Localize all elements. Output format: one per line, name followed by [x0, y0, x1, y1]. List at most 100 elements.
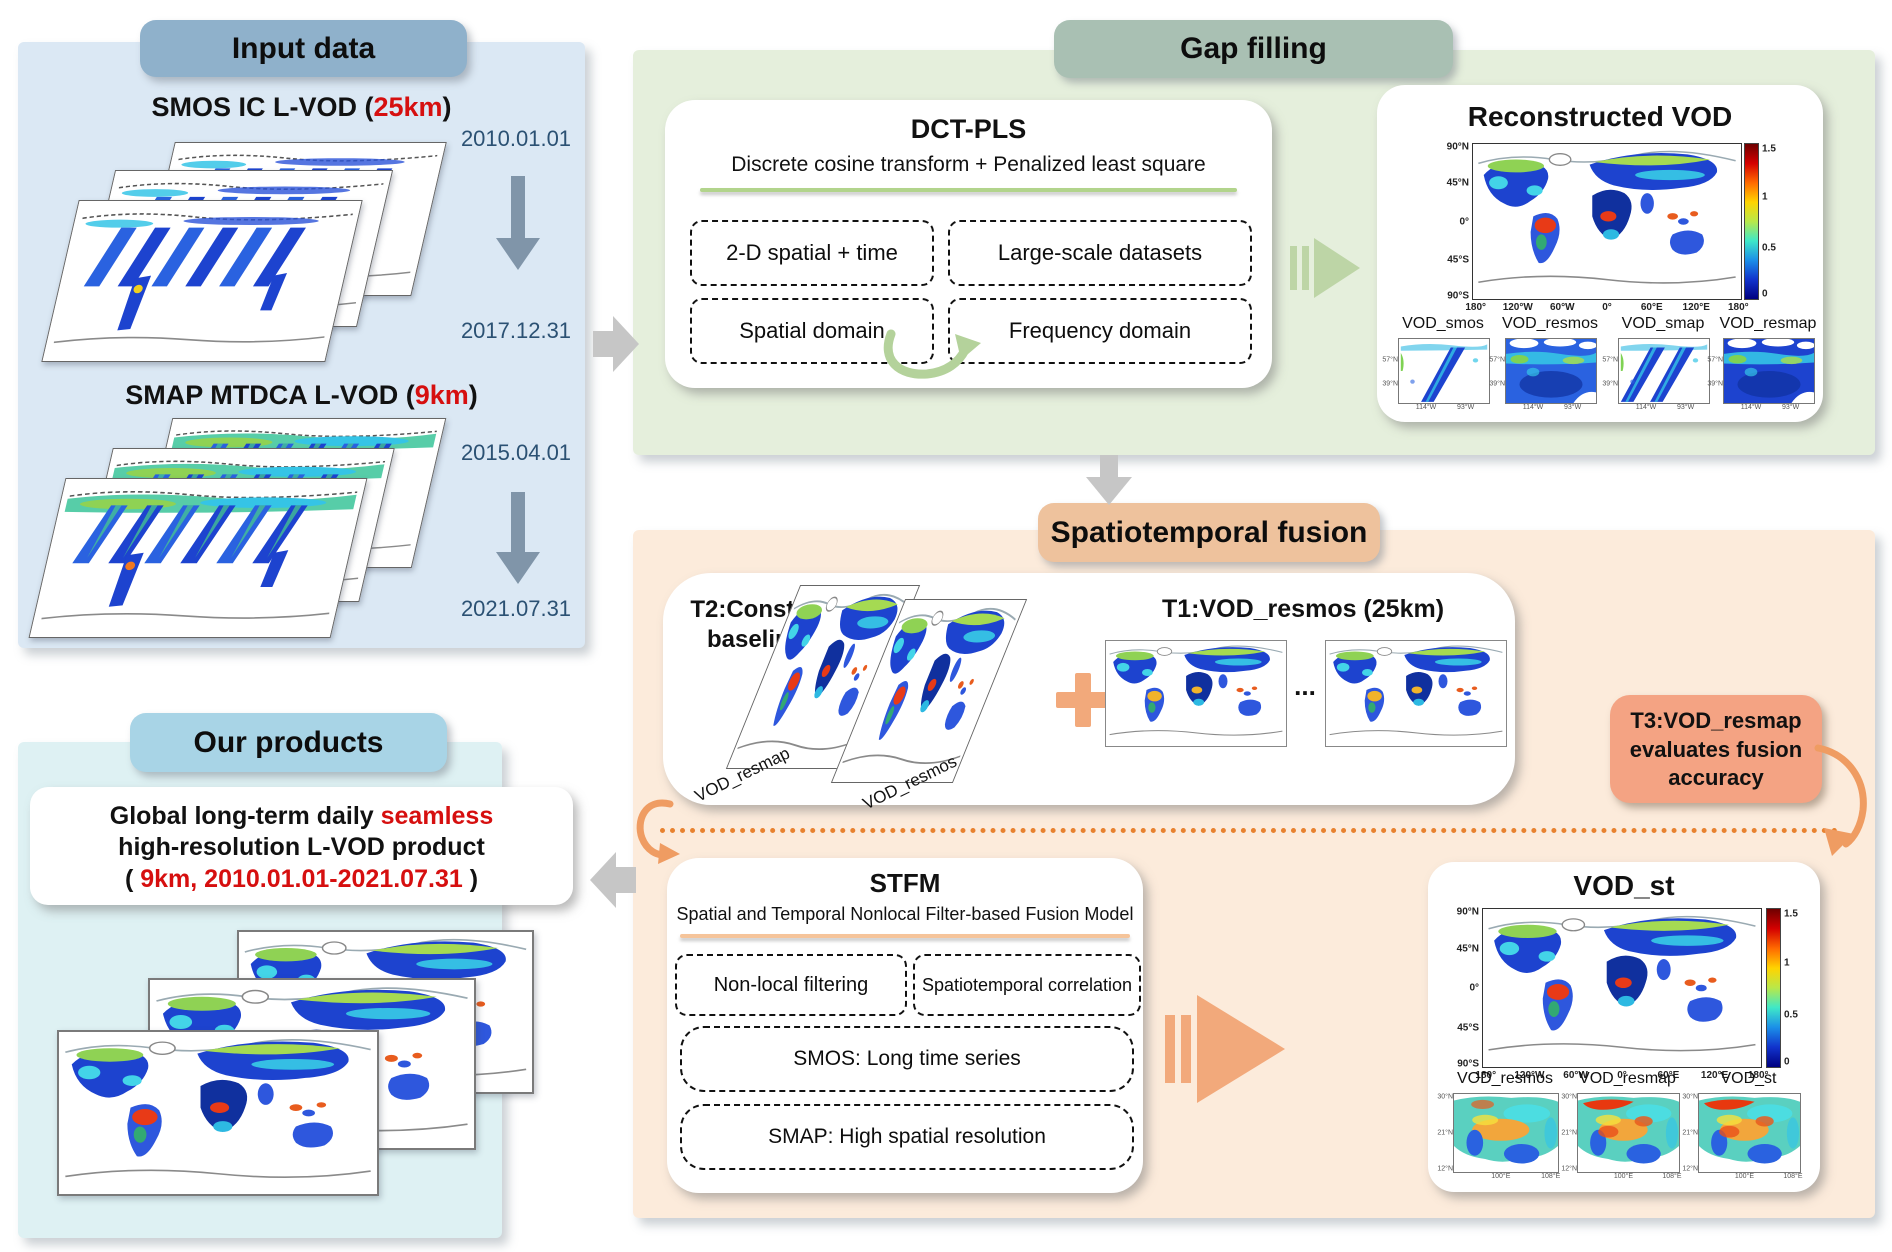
tick: 39°N: [1382, 380, 1398, 388]
tick: 114°W: [1522, 404, 1544, 411]
smap-title-post: ): [468, 380, 478, 410]
regional-map: 57°N 39°N 114°W 93°W: [1602, 338, 1710, 411]
tick: 0°: [1617, 1070, 1627, 1081]
small-map-label: VOD_smos: [1402, 315, 1484, 332]
tick: 0°: [1469, 982, 1479, 994]
tick: 93°W: [1781, 404, 1800, 411]
curved-arrow-icon: [883, 329, 981, 379]
arrow-down-icon: [1086, 455, 1132, 507]
ellipsis: ...: [1294, 671, 1316, 701]
dct-feature-box: Spatial domain: [690, 298, 934, 364]
tick: 100°E: [1491, 1173, 1511, 1180]
tick: 180°: [1727, 302, 1749, 313]
tick: 57°N: [1602, 356, 1618, 364]
baseline-map-resmos: [830, 599, 1028, 783]
reconstructed-vod-card: Reconstructed VOD 90°N 45°N 0° 45°S 90°S…: [1377, 85, 1823, 422]
small-map-label: VOD_resmos: [1501, 315, 1599, 332]
smap-end-date: 2021.07.31: [460, 596, 572, 621]
arrow-left-icon: [590, 852, 636, 908]
t1-title: T1:VOD_resmos (25km): [1161, 595, 1445, 623]
smos-title-resolution: 25km: [373, 92, 443, 122]
green-divider: [700, 188, 1237, 192]
dashed-connector: [660, 828, 1838, 833]
vod-st-card: VOD_st 90°N 45°N 0° 45°S 90°S 180° 120°W…: [1428, 862, 1820, 1192]
tick: 60°W: [1549, 302, 1575, 313]
tick: 93°W: [1676, 404, 1695, 411]
orange-divider: [680, 934, 1130, 938]
tick: 39°N: [1707, 380, 1723, 388]
smos-map-front: [41, 200, 363, 362]
regional-map: 57°N 39°N 114°W 93°W: [1489, 338, 1597, 411]
smap-start-date: 2015.04.01: [460, 440, 572, 465]
tick: 60°E: [1640, 302, 1663, 313]
tick: 30°N: [1561, 1093, 1577, 1101]
dct-feature-box: Frequency domain: [948, 298, 1252, 364]
tick: 120°W: [1502, 302, 1533, 313]
t3-line3: accuracy: [1668, 765, 1764, 791]
dct-feature-box: 2-D spatial + time: [690, 220, 934, 286]
baseline-map-resmap: [725, 585, 921, 769]
product-description: Global long-term daily seamless high-res…: [30, 801, 573, 895]
reconstructed-vod-title: Reconstructed VOD: [1467, 101, 1733, 132]
regional-map: 30°N 21°N 12°N 100°E 108°E: [1561, 1093, 1682, 1180]
product-line3-pre: (: [124, 864, 141, 893]
tick: 108°E: [1541, 1173, 1561, 1180]
tick: 100°E: [1734, 1173, 1755, 1180]
tick: 1: [1762, 191, 1768, 203]
tick: 100°E: [1613, 1173, 1634, 1180]
tick: 21°N: [1682, 1129, 1698, 1137]
dct-pls-title: DCT-PLS: [910, 114, 1027, 144]
tick: 21°N: [1561, 1129, 1577, 1137]
tick: 120°E: [1682, 302, 1710, 313]
plus-icon: [1056, 673, 1110, 727]
curved-arrow-icon: [636, 799, 680, 864]
t2-t1-card: T2:Constructing baseline data VOD_resmap…: [663, 573, 1515, 813]
tick: 0°: [1602, 302, 1612, 313]
colorbar: 1.5 1 0.5 0: [1744, 143, 1776, 300]
tick: 114°W: [1635, 404, 1657, 411]
t3-line2: evaluates fusion: [1629, 736, 1803, 762]
regional-map: 30°N 21°N 12°N 100°E 108°E: [1437, 1093, 1560, 1180]
tick: 45°S: [1447, 254, 1469, 266]
tick: 1.5: [1762, 143, 1776, 155]
tick: 114°W: [1415, 404, 1437, 411]
spatiotemporal-fusion-header: Spatiotemporal fusion: [1038, 503, 1380, 562]
tick: 108°E: [1783, 1173, 1803, 1180]
product-line3-post: ): [462, 864, 479, 893]
stfm-feature-box: SMAP: High spatial resolution: [680, 1104, 1134, 1170]
arrow-right-icon: [1165, 995, 1287, 1103]
t3-line1: T3:VOD_resmap: [1630, 708, 1802, 733]
tick: 93°W: [1563, 404, 1582, 411]
tick: 21°N: [1437, 1129, 1453, 1137]
tick: 1: [1784, 957, 1790, 969]
tick: 90°S: [1447, 290, 1469, 302]
stfm-feature-box: Spatiotemporal correlation: [913, 954, 1141, 1016]
tick: 90°S: [1457, 1058, 1479, 1070]
tick: 90°N: [1456, 906, 1479, 918]
input-data-header: Input data: [140, 20, 467, 77]
small-map-label: VOD_smap: [1621, 315, 1705, 332]
regional-map: 57°N 39°N 114°W 93°W: [1707, 338, 1815, 411]
stfm-card: STFM Spatial and Temporal Nonlocal Filte…: [667, 858, 1143, 1193]
arrow-down-icon: [496, 176, 540, 272]
tick: 0°: [1459, 216, 1469, 227]
tick: 12°N: [1682, 1165, 1698, 1173]
tick: 90°N: [1446, 141, 1469, 153]
tick: 108°E: [1662, 1173, 1682, 1180]
smos-title-post: ): [442, 92, 452, 122]
stfm-subtitle: Spatial and Temporal Nonlocal Filter-bas…: [676, 904, 1134, 924]
small-map-label: VOD_st: [1720, 1070, 1777, 1087]
tick: 120°W: [1514, 1070, 1545, 1081]
world-map: 90°N 45°N 0° 45°S 90°S 180° 120°W 60°W 0…: [1457, 907, 1769, 1081]
tick: 57°N: [1489, 356, 1505, 364]
tick: 60°E: [1657, 1070, 1680, 1081]
tick: 30°N: [1682, 1093, 1698, 1101]
t1-map: [1325, 640, 1507, 747]
our-products-header: Our products: [130, 713, 447, 772]
small-map-label: VOD_resmap: [1579, 1070, 1676, 1087]
vod-st-title: VOD_st: [1573, 870, 1675, 901]
tick: 45°N: [1456, 943, 1479, 954]
product-line1: Global long-term daily: [109, 802, 381, 830]
gap-filling-header: Gap filling: [1054, 20, 1453, 78]
